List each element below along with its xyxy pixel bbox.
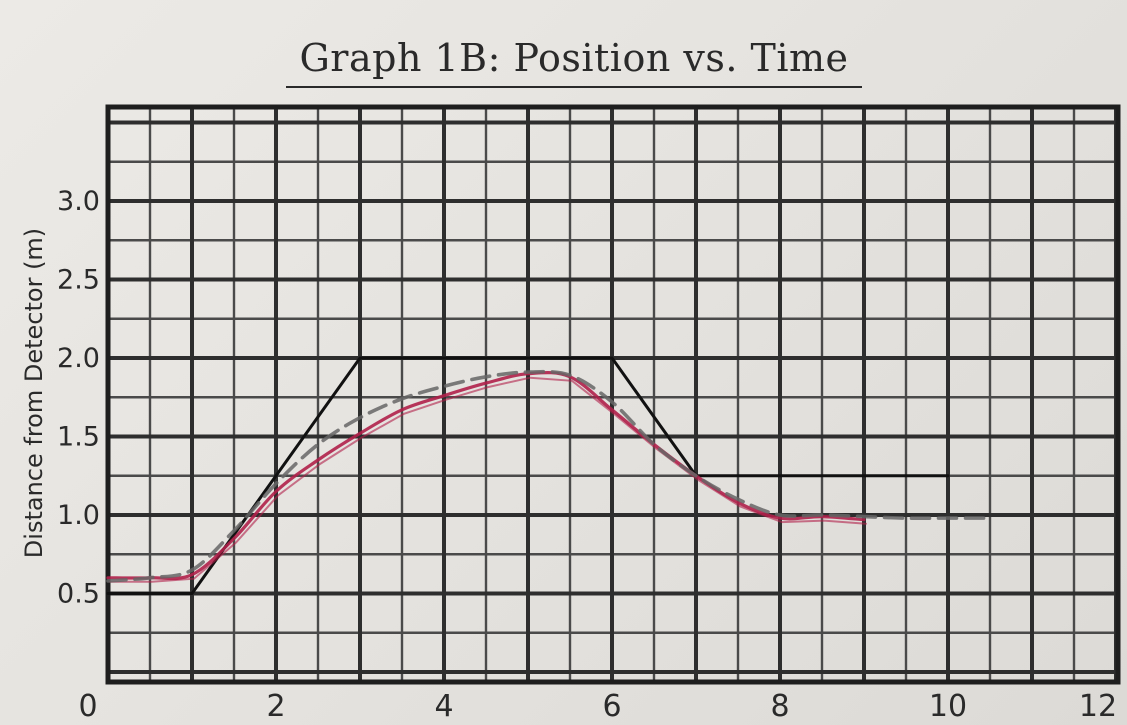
y-tick-labels: 0.5 1.0 1.5 2.0 2.5 3.0 [57, 186, 100, 610]
x-tick-label: 2 [266, 689, 285, 724]
title-underline [286, 86, 862, 88]
series-line-solid-black [106, 356, 950, 595]
y-tick-label: 1.5 [57, 422, 100, 453]
x-tick-labels: 0 2 4 6 8 10 12 [78, 689, 1117, 724]
series-layer [106, 356, 992, 595]
y-tick-label: 3.0 [57, 186, 100, 217]
x-tick-label: 0 [78, 689, 97, 724]
x-tick-label: 10 [929, 689, 967, 724]
series-line-red-pen [106, 371, 866, 581]
x-tick-label: 8 [770, 689, 789, 724]
x-tick-label: 4 [434, 689, 453, 724]
y-tick-label: 0.5 [57, 579, 100, 610]
y-tick-label: 2.5 [57, 265, 100, 296]
y-tick-label: 2.0 [57, 343, 100, 374]
series-line-gray-dashed [106, 369, 992, 583]
plot-frame [105, 104, 1121, 685]
chart-title: Graph 1B: Position vs. Time [299, 36, 849, 80]
y-tick-label: 1.0 [57, 500, 100, 531]
x-tick-label: 6 [602, 689, 621, 724]
x-tick-label: 12 [1079, 689, 1117, 724]
series-line-red-pen-trace [109, 376, 867, 583]
grid-major [106, 107, 1118, 682]
